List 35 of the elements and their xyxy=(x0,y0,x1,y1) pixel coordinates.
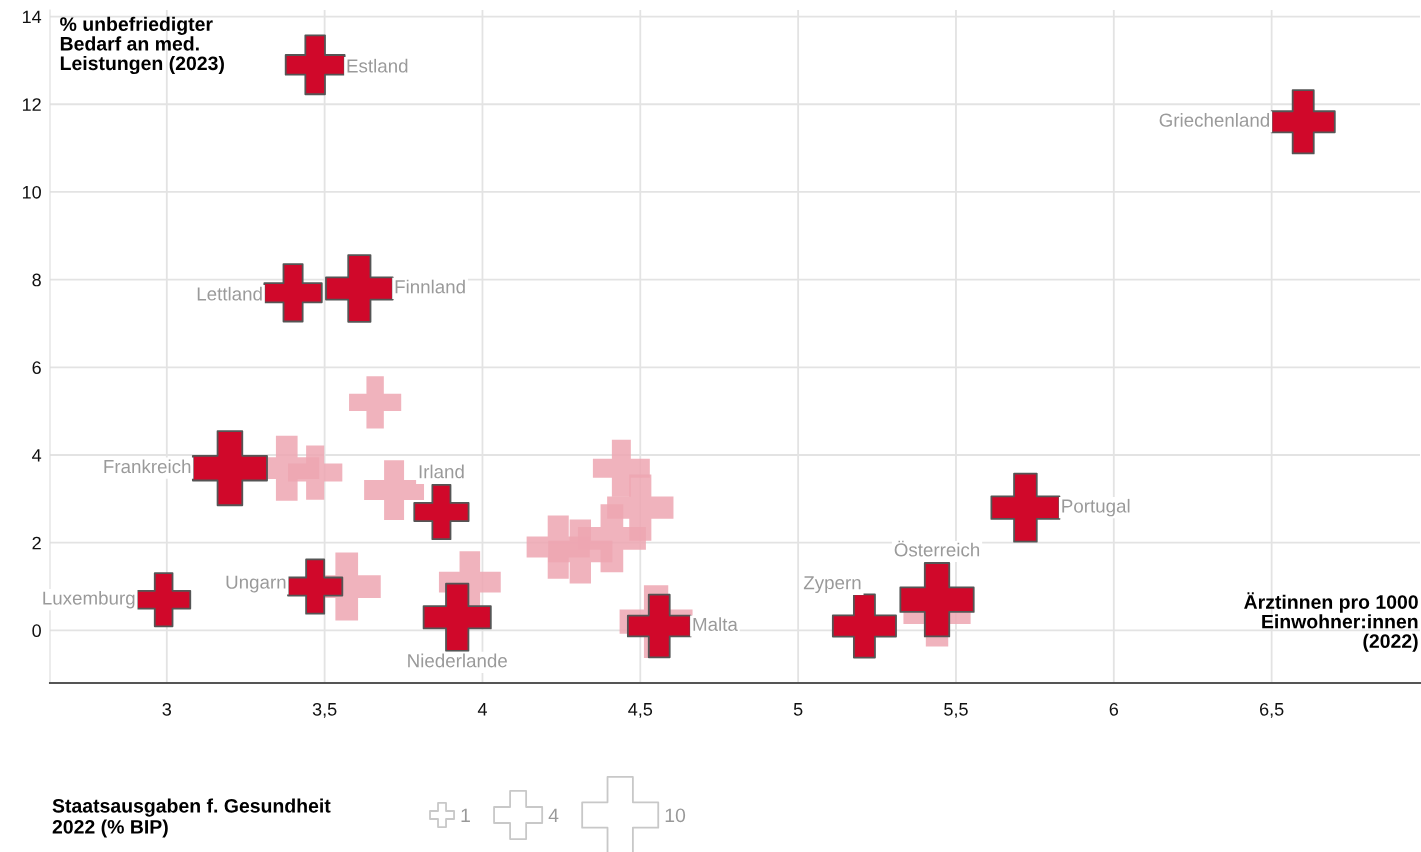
y-tick-label: 6 xyxy=(32,361,41,375)
annotation: Malta xyxy=(693,617,738,632)
annotation: Luxemburg xyxy=(43,590,135,609)
x-tick-label: 4 xyxy=(477,703,487,716)
y-tick-label: 0 xyxy=(32,624,41,638)
annotation: Finnland xyxy=(395,279,465,294)
x-tick-label: 3,5 xyxy=(312,702,337,718)
annotation: Lettland xyxy=(197,286,262,301)
x-tick-label: 3 xyxy=(162,702,172,716)
y-tick-label: 2 xyxy=(32,536,41,550)
y-tick-label: 12 xyxy=(22,98,41,111)
y-tick-label: 4 xyxy=(32,449,42,462)
legend-title: Staatsausgaben f. Gesundheit 2022 (% BIP) xyxy=(52,798,331,838)
x-axis-title: Ärztinnen pro 1000 Einwohner:innen (2022) xyxy=(1244,592,1418,652)
x-tick-label: 6,5 xyxy=(1260,702,1284,718)
x-tick-label: 4,5 xyxy=(628,703,653,718)
annotation: Niederlande xyxy=(408,653,507,668)
annotation: Ungarn xyxy=(226,575,286,593)
annotation: Zypern xyxy=(803,576,861,594)
y-tick-label: 8 xyxy=(32,273,41,287)
y-tick-label: 14 xyxy=(22,10,42,24)
y-tick-label: 10 xyxy=(22,185,41,199)
annotation: Estland xyxy=(347,58,408,73)
annotation: Frankreich xyxy=(104,459,191,474)
legend-label: 4 xyxy=(548,808,559,823)
annotation: Griechenland xyxy=(1159,113,1270,127)
x-tick-label: 6 xyxy=(1109,702,1119,716)
annotation: Irland xyxy=(419,464,464,479)
legend-label: 1 xyxy=(461,808,470,823)
annotation: Österreich xyxy=(894,540,980,557)
legend-label: 10 xyxy=(665,808,686,823)
x-tick-label: 5 xyxy=(793,703,803,716)
x-tick-label: 5,5 xyxy=(944,703,968,718)
y-axis-title: % unbefriedigter Bedarf an med. Leistungen (2023) xyxy=(60,16,224,75)
annotation: Portugal xyxy=(1062,498,1130,517)
